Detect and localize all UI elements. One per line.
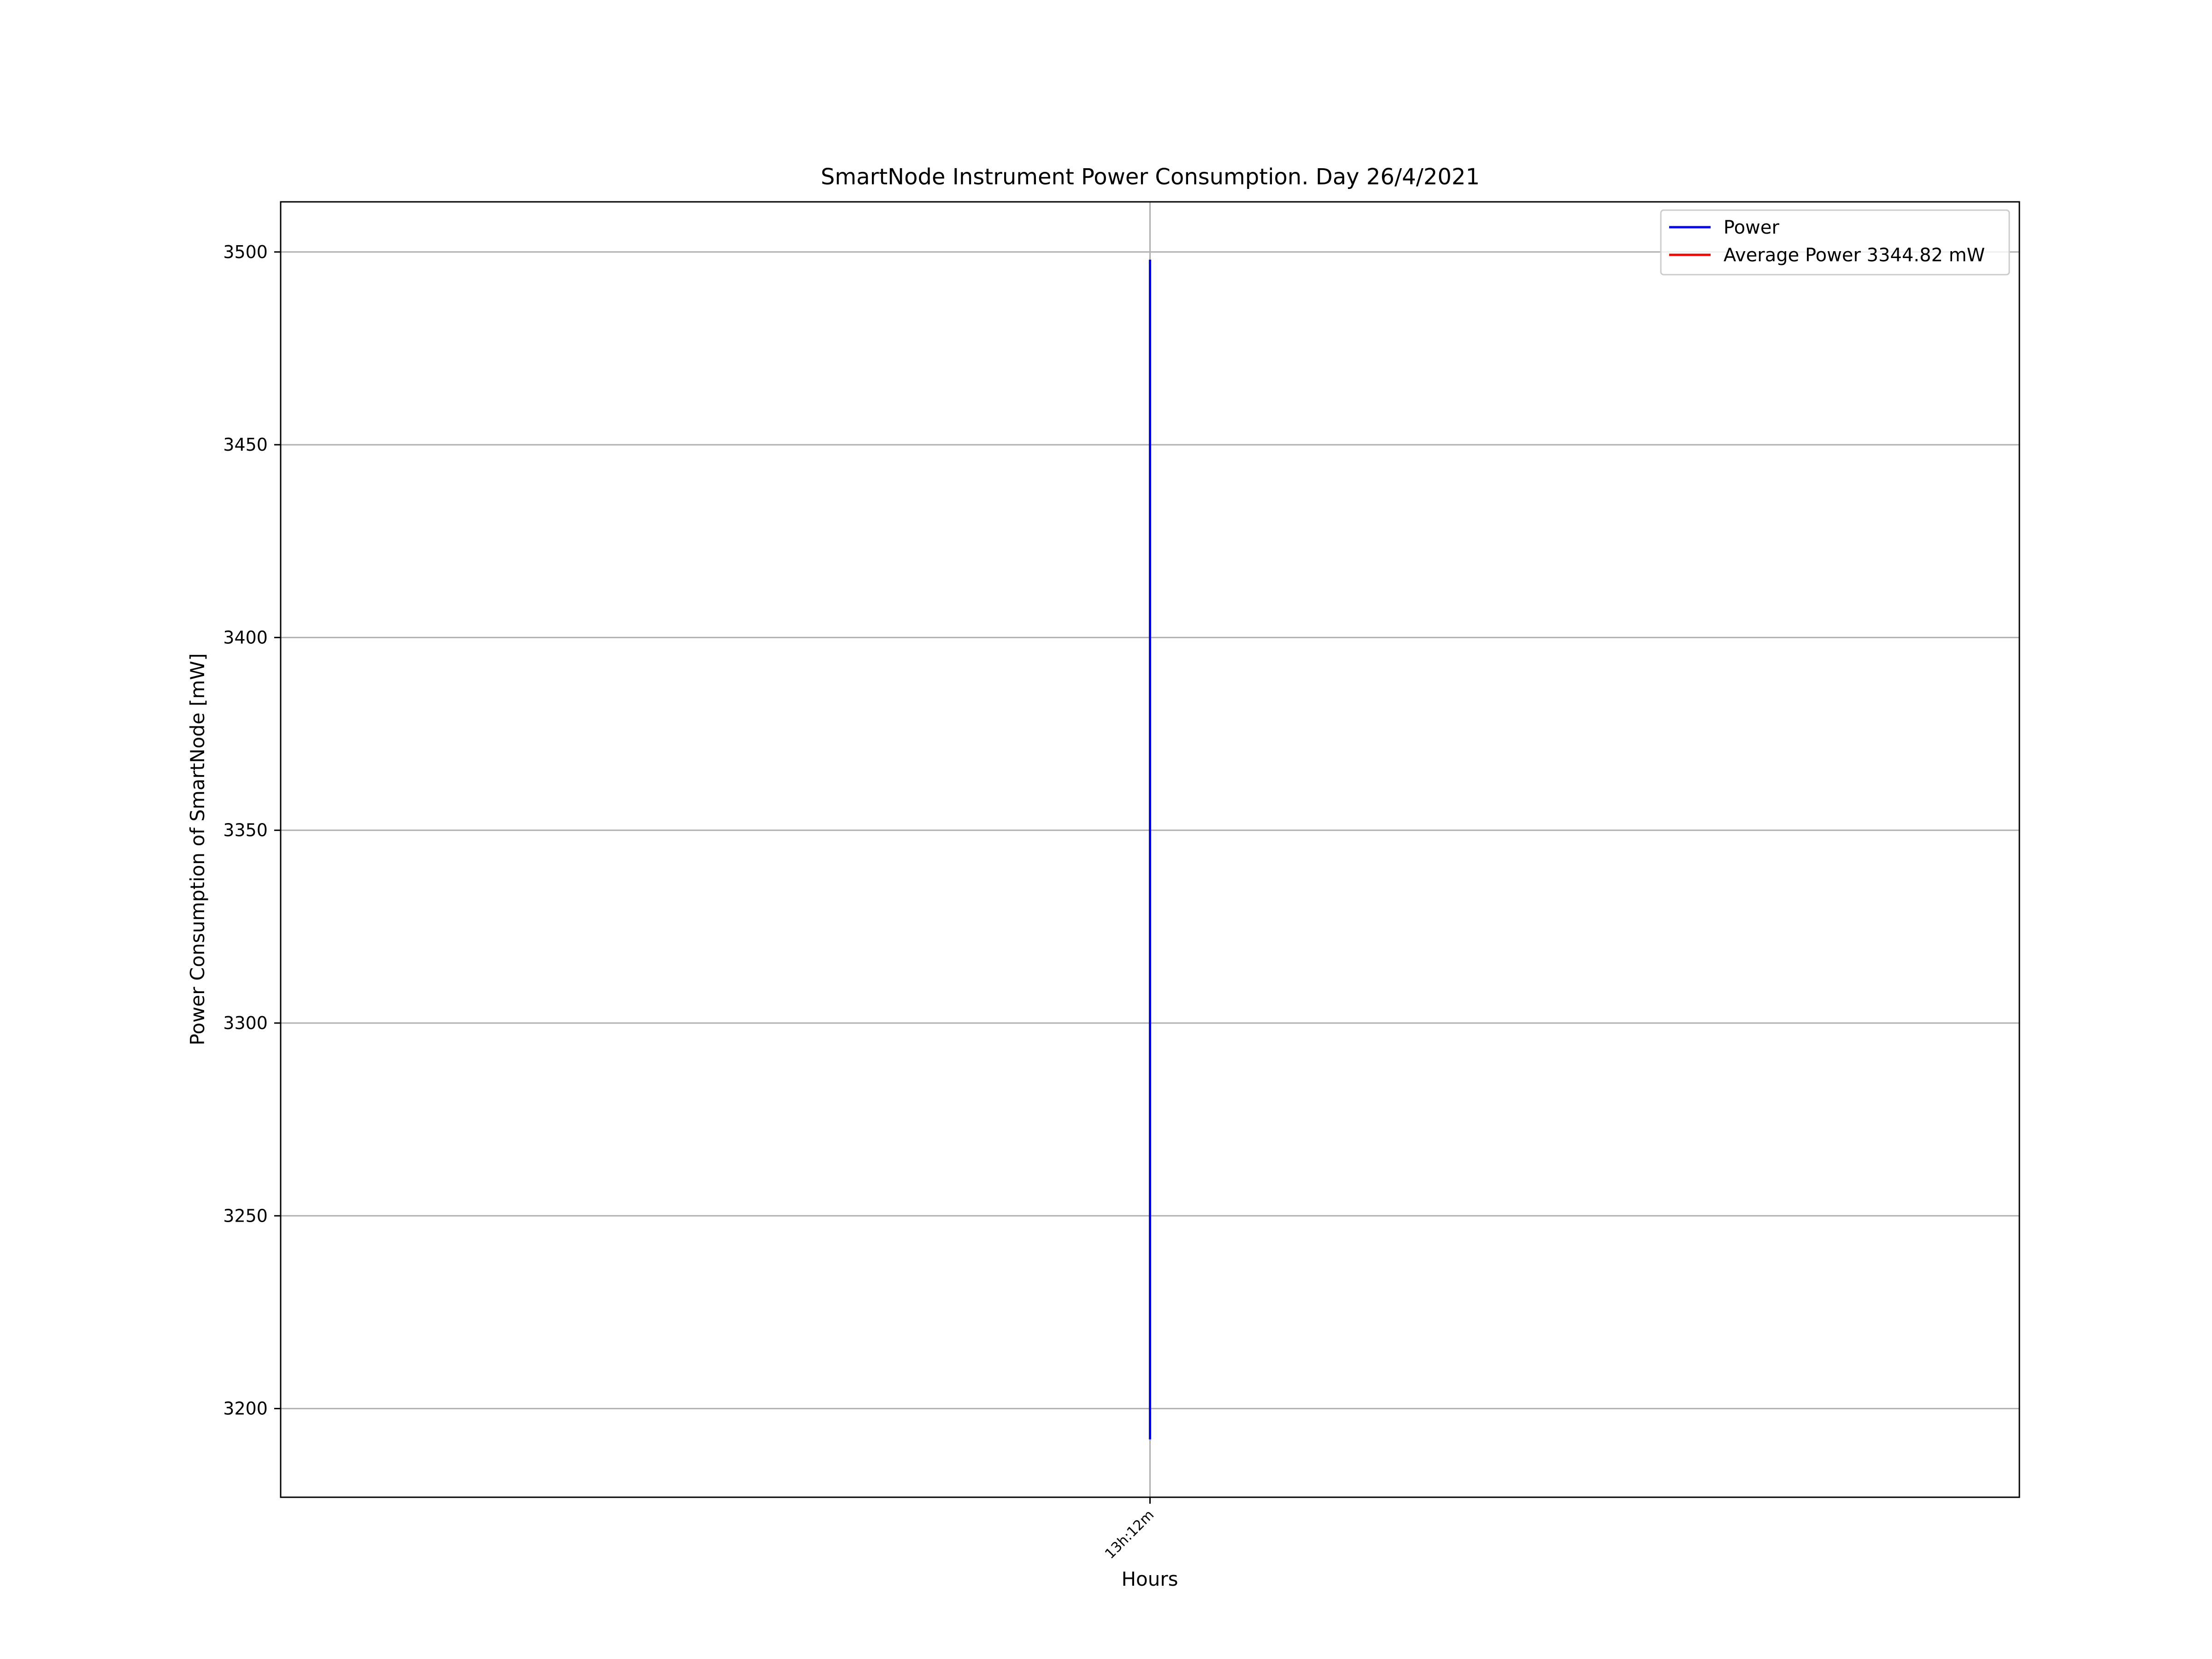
y-tick-label: 3350 [223,820,268,841]
y-axis-ticks: 3200 3250 3300 3350 3400 3450 3500 [223,242,281,1419]
legend-label-average-power: Average Power 3344.82 mW [1724,245,1985,266]
y-tick-label: 3450 [223,435,268,455]
legend-frame [1660,209,2010,276]
y-tick-label: 3250 [223,1206,268,1226]
chart-title: SmartNode Instrument Power Consumption. … [821,164,1480,190]
legend-label-power: Power [1724,217,1779,238]
y-tick-label: 3400 [223,627,268,647]
y-axis-label: Power Consumption of SmartNode [mW] [186,653,209,1046]
legend: Power Average Power 3344.82 mW [1660,209,2010,276]
y-tick-label: 3300 [223,1013,268,1033]
y-tick-label: 3500 [223,242,268,262]
y-tick-label: 3200 [223,1399,268,1419]
x-axis-label: Hours [1121,1568,1178,1590]
